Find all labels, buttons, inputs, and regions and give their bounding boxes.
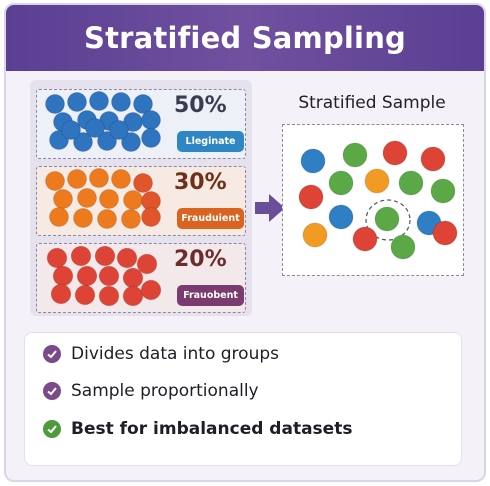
data-point bbox=[73, 132, 93, 152]
data-point bbox=[67, 169, 87, 189]
sample-point bbox=[300, 148, 326, 174]
data-point bbox=[45, 171, 65, 191]
data-point bbox=[61, 120, 81, 140]
bullet-text: Sample proportionally bbox=[71, 381, 259, 401]
sample-point bbox=[420, 146, 446, 172]
data-point bbox=[97, 131, 117, 151]
stratum-label: Lleginate bbox=[177, 131, 244, 152]
stratum-label: Frauduient bbox=[177, 208, 244, 229]
stratum-percent: 30% bbox=[174, 170, 227, 195]
sample-point bbox=[298, 184, 324, 210]
data-point bbox=[97, 209, 117, 229]
data-point bbox=[85, 118, 105, 138]
stratum-percent: 20% bbox=[174, 247, 227, 272]
data-point bbox=[98, 285, 120, 307]
data-point bbox=[67, 92, 87, 112]
selection-outline bbox=[365, 199, 411, 241]
stratum-label: Frauobent bbox=[177, 285, 244, 306]
data-point bbox=[136, 253, 158, 275]
data-point bbox=[74, 284, 96, 306]
data-point bbox=[111, 169, 131, 189]
sample-point bbox=[398, 170, 424, 196]
sample-title: Stratified Sample bbox=[298, 93, 446, 113]
bullet-list: Divides data into groups Sample proporti… bbox=[24, 332, 462, 466]
data-point bbox=[45, 94, 65, 114]
data-point bbox=[53, 189, 73, 209]
data-point bbox=[141, 128, 161, 148]
data-point bbox=[122, 267, 144, 289]
data-point bbox=[46, 247, 68, 269]
data-point bbox=[123, 190, 143, 210]
data-point bbox=[121, 209, 141, 229]
data-point bbox=[111, 92, 131, 112]
stratum-percent: 50% bbox=[174, 93, 227, 118]
stratum-fraudulent-2: 20% Frauobent bbox=[36, 243, 246, 313]
check-icon bbox=[43, 345, 61, 363]
check-icon bbox=[43, 420, 61, 438]
sample-point bbox=[430, 178, 456, 204]
data-point bbox=[99, 189, 119, 209]
data-point bbox=[76, 265, 98, 287]
bullet-item: Sample proportionally bbox=[43, 381, 259, 401]
stratum-fraudulent-1: 30% Frauduient bbox=[36, 166, 246, 236]
data-point bbox=[116, 247, 138, 269]
stratum-legitimate: 50% Lleginate bbox=[36, 89, 246, 159]
data-point bbox=[121, 132, 141, 152]
sample-box bbox=[282, 124, 464, 276]
header-banner: Stratified Sampling bbox=[6, 5, 484, 71]
data-point bbox=[98, 265, 120, 287]
sample-point bbox=[328, 170, 354, 196]
sample-point bbox=[374, 206, 400, 232]
sample-point bbox=[302, 222, 328, 248]
bullet-item: Divides data into groups bbox=[43, 344, 279, 364]
data-point bbox=[141, 110, 161, 130]
data-point bbox=[133, 173, 153, 193]
page-title: Stratified Sampling bbox=[83, 21, 407, 55]
data-point bbox=[141, 207, 161, 227]
arrow-right-icon bbox=[255, 194, 285, 222]
data-point bbox=[73, 208, 93, 228]
data-point bbox=[50, 283, 72, 305]
sample-point bbox=[382, 140, 408, 166]
sample-point bbox=[328, 204, 354, 230]
data-point bbox=[89, 91, 109, 111]
check-icon bbox=[43, 382, 61, 400]
bullet-text: Divides data into groups bbox=[71, 344, 280, 364]
stratum-dots-red bbox=[46, 245, 162, 307]
data-point bbox=[133, 94, 153, 114]
bullet-item: Best for imbalanced datasets bbox=[43, 419, 352, 439]
data-point bbox=[70, 245, 92, 267]
sample-point bbox=[342, 142, 368, 168]
bullet-text: Best for imbalanced datasets bbox=[71, 419, 353, 439]
stratum-dots-blue bbox=[45, 91, 161, 152]
sample-point bbox=[390, 234, 416, 260]
sample-point bbox=[432, 220, 458, 246]
data-point bbox=[122, 285, 144, 307]
sample-dots bbox=[298, 140, 458, 260]
data-point bbox=[109, 120, 129, 140]
data-point bbox=[94, 245, 116, 267]
data-point bbox=[89, 168, 109, 188]
sample-point bbox=[364, 168, 390, 194]
data-point bbox=[140, 279, 162, 301]
data-point bbox=[49, 207, 69, 227]
stratum-dots-orange bbox=[45, 168, 161, 229]
data-point bbox=[77, 188, 97, 208]
sample-point bbox=[352, 226, 378, 252]
data-point bbox=[52, 265, 74, 287]
